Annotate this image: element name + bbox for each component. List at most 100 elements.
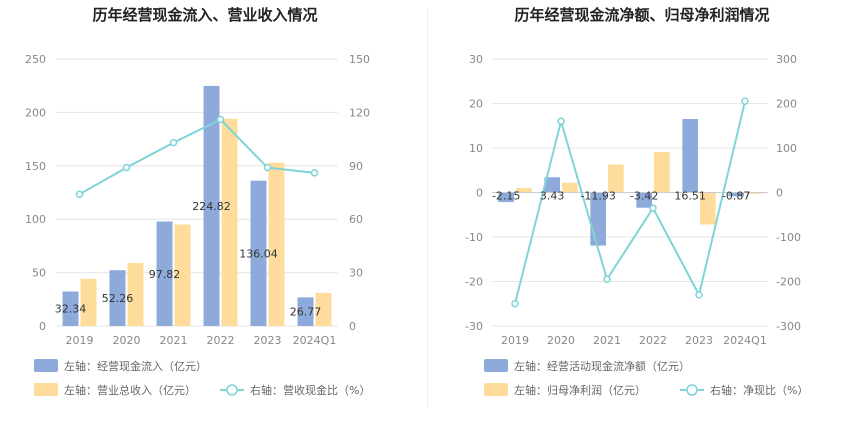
bar-series-1 bbox=[203, 85, 220, 326]
bar-series-1 bbox=[297, 297, 314, 326]
line-point bbox=[695, 291, 703, 299]
y-right-tick-label: 90 bbox=[349, 160, 363, 173]
x-tick-label: 2024Q1 bbox=[723, 334, 767, 347]
data-label: 3.43 bbox=[540, 190, 565, 203]
y-left-tick-label: 10 bbox=[469, 142, 483, 155]
line-point bbox=[169, 138, 178, 147]
data-label: 16.51 bbox=[674, 190, 706, 203]
y-right-tick-label: 100 bbox=[776, 142, 797, 155]
y-left-tick-label: 50 bbox=[32, 267, 46, 280]
line-point bbox=[603, 275, 611, 284]
x-tick-label: 2019 bbox=[66, 334, 94, 347]
bar-series-1 bbox=[109, 270, 126, 326]
data-label: 224.82 bbox=[192, 200, 231, 213]
x-tick-label: 2021 bbox=[160, 334, 188, 347]
bar-series-2 bbox=[516, 188, 532, 193]
line-point bbox=[310, 169, 319, 177]
legend-label: 左轴：营业总收入（亿元） bbox=[64, 383, 196, 397]
bar-series-1 bbox=[728, 192, 744, 197]
bar-series-1 bbox=[636, 192, 652, 208]
bar-series-1 bbox=[62, 291, 79, 326]
data-label: 32.34 bbox=[55, 303, 87, 316]
y-left-tick-label: 150 bbox=[25, 160, 46, 173]
bar-series-2 bbox=[221, 118, 238, 326]
legend-swatch bbox=[34, 383, 58, 396]
bar-series-1 bbox=[250, 180, 267, 326]
chart-title: 历年经营现金流净额、归母净利润情况 bbox=[514, 6, 769, 24]
y-right-tick-label: -100 bbox=[776, 231, 801, 244]
x-tick-label: 2020 bbox=[113, 334, 141, 347]
y-left-tick-label: 100 bbox=[25, 213, 46, 226]
legend-label: 左轴：经营活动现金流净额（亿元） bbox=[514, 359, 690, 373]
y-right-tick-label: 120 bbox=[349, 106, 370, 119]
y-left-tick-label: 0 bbox=[476, 187, 483, 200]
line-point bbox=[75, 190, 84, 199]
bar-series-2 bbox=[746, 192, 762, 194]
bar-series-2 bbox=[127, 262, 144, 326]
y-left-tick-label: 0 bbox=[39, 320, 46, 333]
chart-title: 历年经营现金流入、营业收入情况 bbox=[92, 6, 317, 24]
bar-series-2 bbox=[315, 292, 332, 326]
y-right-tick-label: 150 bbox=[349, 53, 370, 66]
x-tick-label: 2022 bbox=[639, 334, 667, 347]
legend-label: 左轴：经营现金流入（亿元） bbox=[64, 359, 207, 373]
data-label: 26.77 bbox=[290, 306, 322, 319]
legend-swatch bbox=[484, 383, 508, 396]
y-right-tick-label: 300 bbox=[776, 53, 797, 66]
bar-series-1 bbox=[498, 192, 514, 203]
line-point bbox=[263, 163, 272, 172]
bar-series-2 bbox=[700, 192, 716, 225]
bar-series-2 bbox=[608, 164, 624, 193]
bar-series-1 bbox=[156, 221, 173, 326]
y-left-tick-label: 250 bbox=[25, 53, 46, 66]
y-left-tick-label: 200 bbox=[25, 106, 46, 119]
bar-series-2 bbox=[562, 182, 578, 193]
data-label: 52.26 bbox=[102, 292, 134, 305]
data-label: -11.93 bbox=[580, 190, 615, 203]
data-label: -3.42 bbox=[630, 190, 658, 203]
y-left-tick-label: -20 bbox=[465, 276, 483, 289]
chart-divider bbox=[427, 8, 428, 408]
line-series bbox=[514, 101, 746, 304]
legend-swatch bbox=[484, 359, 508, 372]
data-label: -2.15 bbox=[492, 190, 520, 203]
legend-label: 右轴：营收现金比（%） bbox=[250, 383, 370, 397]
line-point bbox=[741, 97, 749, 106]
bar-series-1 bbox=[682, 119, 698, 193]
x-tick-label: 2022 bbox=[207, 334, 235, 347]
y-right-tick-label: 30 bbox=[349, 267, 363, 280]
y-left-tick-label: 30 bbox=[469, 53, 483, 66]
y-right-tick-label: -300 bbox=[776, 320, 801, 333]
line-point bbox=[557, 117, 565, 126]
y-left-tick-label: -30 bbox=[465, 320, 483, 333]
y-right-tick-label: 0 bbox=[349, 320, 356, 333]
legend-line-marker bbox=[226, 384, 238, 396]
line-series bbox=[79, 118, 315, 196]
data-label: 97.82 bbox=[149, 268, 181, 281]
y-right-tick-label: -200 bbox=[776, 276, 801, 289]
data-label: 136.04 bbox=[239, 247, 278, 260]
line-point bbox=[511, 300, 519, 308]
data-label: -0.87 bbox=[722, 190, 750, 203]
bar-series-1 bbox=[544, 177, 560, 193]
x-tick-label: 2021 bbox=[593, 334, 621, 347]
x-tick-label: 2024Q1 bbox=[293, 334, 337, 347]
y-left-tick-label: -10 bbox=[465, 231, 483, 244]
x-tick-label: 2020 bbox=[547, 334, 575, 347]
x-tick-label: 2023 bbox=[685, 334, 713, 347]
legend-label: 右轴：净现比（%） bbox=[710, 383, 808, 397]
y-right-tick-label: 200 bbox=[776, 98, 797, 111]
y-right-tick-label: 0 bbox=[776, 187, 783, 200]
bar-series-2 bbox=[654, 152, 670, 193]
bar-series-2 bbox=[268, 162, 285, 326]
legend-swatch bbox=[34, 359, 58, 372]
bar-series-2 bbox=[80, 279, 97, 326]
line-point bbox=[122, 163, 131, 172]
bar-series-2 bbox=[174, 224, 191, 326]
y-left-tick-label: 20 bbox=[469, 98, 483, 111]
legend-line-marker bbox=[686, 384, 698, 396]
line-point bbox=[649, 204, 657, 212]
x-tick-label: 2019 bbox=[501, 334, 529, 347]
line-point bbox=[216, 115, 225, 124]
